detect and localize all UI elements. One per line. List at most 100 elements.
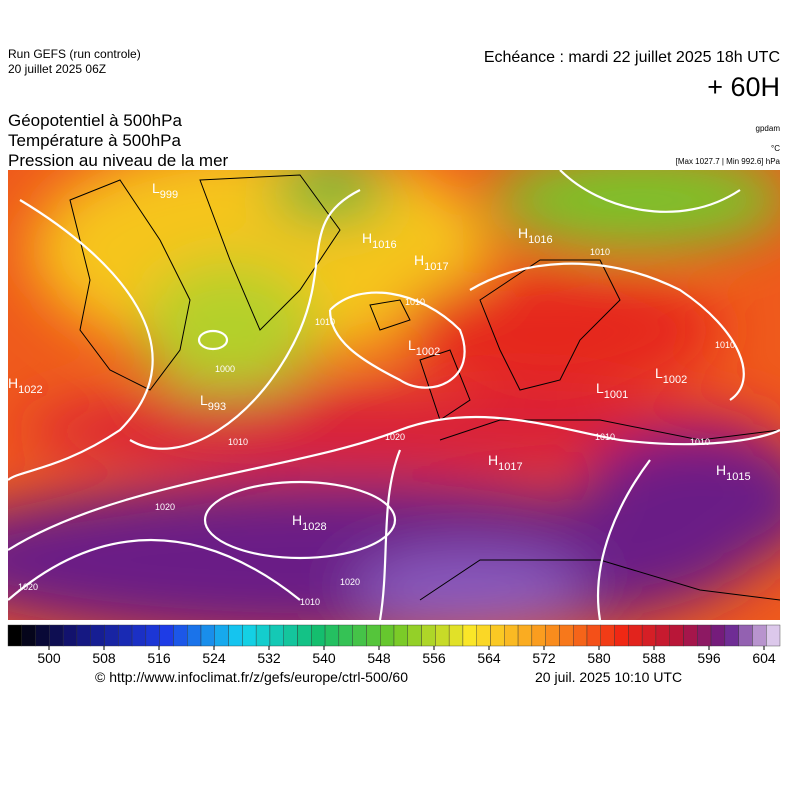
center-type: L bbox=[596, 380, 604, 396]
coastline bbox=[479, 259, 621, 391]
colorbar-swatch bbox=[641, 624, 657, 647]
pressure-center: H1017 bbox=[414, 252, 449, 273]
colorbar-swatch bbox=[407, 624, 422, 647]
colorbar-swatch bbox=[517, 624, 533, 647]
colorbar-swatch bbox=[104, 624, 119, 647]
colorbar-swatch bbox=[200, 624, 215, 647]
center-value: 1022 bbox=[18, 384, 42, 396]
colorbar-swatch bbox=[738, 624, 753, 647]
colorbar-tick-label: 564 bbox=[477, 650, 501, 666]
center-value: 1017 bbox=[498, 461, 522, 473]
center-value: 1017 bbox=[424, 261, 448, 273]
isobar-label: 1010 bbox=[300, 597, 320, 607]
coastline bbox=[69, 179, 191, 391]
colorbar-swatch bbox=[49, 624, 64, 647]
colorbar-swatch bbox=[35, 624, 50, 647]
field-3: Pression au niveau de la mer bbox=[8, 151, 229, 170]
colorbar-swatch bbox=[421, 624, 436, 647]
source: © http://www.infoclimat.fr/z/gefs/europe… bbox=[95, 669, 408, 685]
colorbar-swatch bbox=[214, 624, 229, 647]
pressure-range: [Max 1027.7 | Min 992.6] hPa bbox=[676, 157, 781, 166]
colorbar-swatch bbox=[462, 624, 477, 647]
colorbar-tick-label: 604 bbox=[752, 650, 776, 666]
isobar bbox=[559, 170, 741, 213]
colorbar-swatch bbox=[352, 624, 367, 647]
colorbar-swatch bbox=[7, 624, 22, 647]
isobar bbox=[8, 199, 154, 481]
center-value: 1016 bbox=[528, 234, 552, 246]
run-label: Run GEFS (run controle) bbox=[8, 47, 141, 61]
colorbar-swatch bbox=[683, 624, 698, 647]
isobar-label: 1020 bbox=[155, 502, 175, 512]
valid-time: Echéance : mardi 22 juillet 2025 18h UTC bbox=[484, 49, 780, 66]
colorbar-swatch bbox=[545, 624, 560, 647]
colorbar-tick-label: 532 bbox=[257, 650, 281, 666]
pressure-center: H1015 bbox=[716, 462, 751, 483]
isobar bbox=[129, 189, 361, 450]
colorbar-swatch bbox=[338, 624, 353, 647]
isobar-label: 1020 bbox=[340, 577, 360, 587]
center-type: H bbox=[8, 375, 18, 391]
colorbar-swatch bbox=[724, 624, 739, 647]
isobar-label: 1010 bbox=[590, 247, 610, 257]
isobar bbox=[8, 415, 780, 551]
colorbar-swatch bbox=[752, 624, 767, 647]
colorbar-swatch bbox=[76, 624, 91, 647]
isobar-label: 1020 bbox=[18, 582, 38, 592]
center-type: H bbox=[414, 252, 424, 268]
isobar-label: 1000 bbox=[215, 364, 235, 374]
run-date: 20 juillet 2025 06Z bbox=[8, 62, 106, 76]
isobar-label: 1010 bbox=[690, 437, 710, 447]
pressure-centers: L993H1028L1002H1017H1016H1016H1017L1001L… bbox=[8, 180, 751, 533]
isobar bbox=[8, 539, 301, 601]
colorbar-swatch bbox=[145, 624, 160, 647]
colorbar-swatch bbox=[324, 624, 340, 647]
center-type: L bbox=[152, 180, 160, 196]
field-1: Géopotentiel à 500hPa bbox=[8, 111, 182, 130]
colorbar-swatch bbox=[628, 624, 643, 647]
unit-geo: gpdam bbox=[756, 124, 781, 133]
colorbar-tick-label: 540 bbox=[312, 650, 336, 666]
colorbar-swatch bbox=[242, 624, 257, 647]
isobar bbox=[203, 480, 397, 560]
colorbar-swatch bbox=[90, 624, 105, 647]
colorbar-swatch bbox=[710, 624, 726, 647]
colorbar-swatch bbox=[159, 624, 174, 647]
colorbar-swatch bbox=[559, 624, 574, 647]
pressure-center: H1022 bbox=[8, 375, 43, 396]
isobar bbox=[378, 449, 651, 620]
coastline bbox=[419, 419, 780, 601]
colorbar-tick-label: 596 bbox=[697, 650, 721, 666]
colorbar-tick-label: 556 bbox=[422, 650, 446, 666]
colorbar-swatch bbox=[531, 624, 546, 647]
map: L993H1028L1002H1017H1016H1016H1017L1001L… bbox=[8, 170, 780, 620]
center-value: 1015 bbox=[726, 471, 750, 483]
colorbar-tick-label: 572 bbox=[532, 650, 556, 666]
colorbar-swatch bbox=[187, 624, 202, 647]
center-value: 993 bbox=[208, 401, 226, 413]
colorbar-swatch bbox=[490, 624, 505, 647]
colorbar-swatch bbox=[297, 624, 312, 647]
isobar-label: 1010 bbox=[595, 432, 615, 442]
colorbar-tick-label: 588 bbox=[642, 650, 666, 666]
colorbar-swatch bbox=[228, 624, 243, 647]
isobar-label: 1010 bbox=[405, 297, 425, 307]
coastline bbox=[369, 299, 411, 331]
center-type: L bbox=[655, 365, 663, 381]
field-2: Température à 500hPa bbox=[8, 131, 181, 150]
colorbar-swatch bbox=[393, 624, 408, 647]
colorbar-swatch bbox=[366, 624, 381, 647]
colorbar-tick-label: 548 bbox=[367, 650, 391, 666]
center-value: 1002 bbox=[416, 346, 440, 358]
center-value: 1028 bbox=[302, 521, 326, 533]
pressure-center: L1002 bbox=[408, 337, 440, 358]
colorbar-swatch bbox=[614, 624, 629, 647]
colorbar-swatch bbox=[380, 624, 395, 647]
isobar-label: 1010 bbox=[228, 437, 248, 447]
colorbar-tick-label: 508 bbox=[92, 650, 116, 666]
colorbar-swatch bbox=[504, 624, 519, 647]
coastline bbox=[419, 349, 471, 421]
pressure-center: H1028 bbox=[292, 512, 327, 533]
isobar bbox=[328, 291, 466, 389]
pressure-center: L1001 bbox=[596, 380, 628, 401]
